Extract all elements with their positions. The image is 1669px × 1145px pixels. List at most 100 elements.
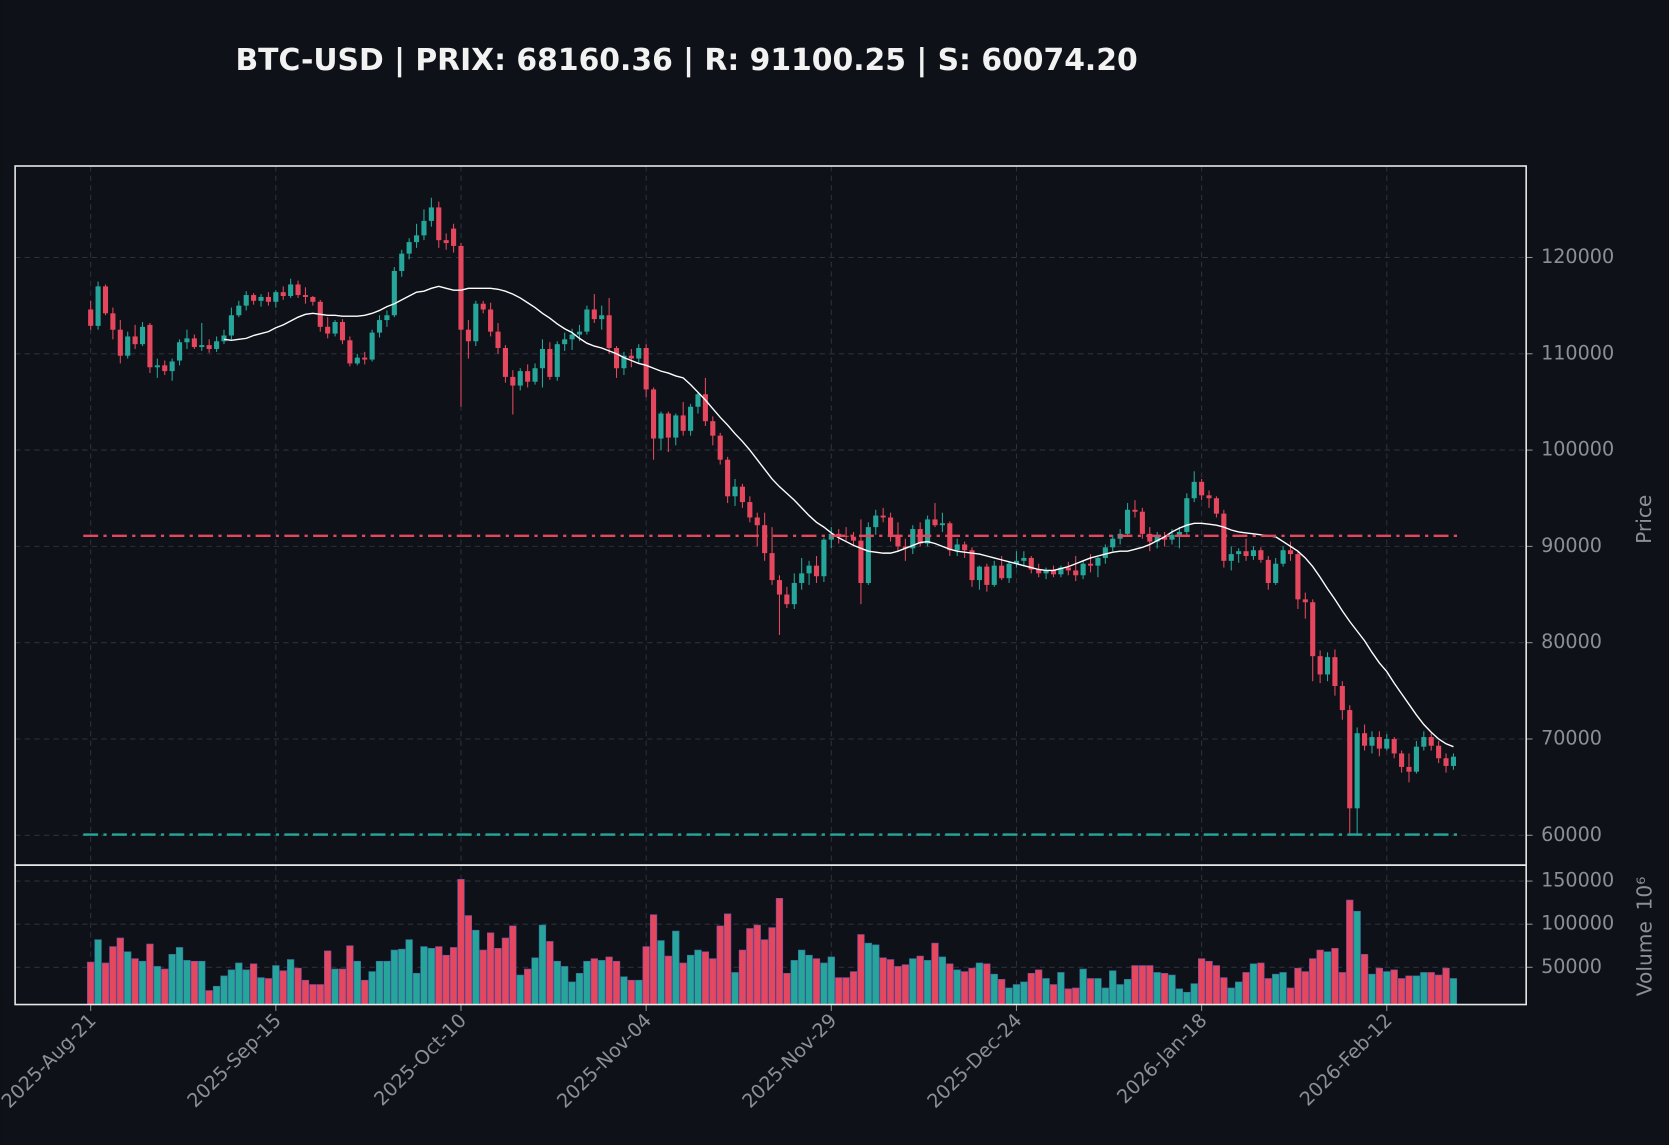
candle-body [1073, 570, 1079, 576]
volume-bar [1405, 975, 1413, 1005]
volume-bar [1027, 973, 1035, 1005]
volume-bar [1064, 988, 1072, 1005]
volume-bar [990, 973, 998, 1005]
candle-body [1125, 509, 1131, 534]
candle-body [428, 207, 434, 221]
candle-body [858, 540, 864, 583]
candle-body [406, 242, 412, 254]
volume-bar [798, 949, 806, 1005]
candle-body [925, 519, 931, 544]
volume-bar [94, 939, 102, 1005]
volume-bar [1101, 987, 1109, 1005]
candle-body [1376, 737, 1382, 749]
volume-bar [1220, 977, 1228, 1005]
volume-bar [731, 972, 739, 1005]
volume-bar [449, 947, 458, 1005]
candle-body [1339, 686, 1345, 711]
candle-body [302, 295, 309, 297]
candle-body [695, 394, 701, 407]
volume-bar [790, 960, 798, 1005]
candle-body [273, 292, 279, 302]
volume-bar [1294, 967, 1302, 1005]
volume-bar [827, 956, 835, 1005]
volume-bar [227, 969, 236, 1005]
volume-bar [775, 898, 784, 1005]
volume-bar [1190, 983, 1198, 1005]
volume-bar [375, 960, 384, 1005]
candle-body [139, 326, 146, 345]
volume-bar [1257, 962, 1265, 1005]
candle-body [347, 340, 353, 364]
candle-body [1280, 550, 1286, 564]
chart-title: BTC-USD | PRIX: 68160.36 | R: 91100.25 |… [235, 43, 1137, 78]
volume-bar [1316, 949, 1324, 1005]
candle-body [339, 322, 346, 341]
volume-bar [138, 960, 147, 1005]
candle-body [873, 515, 879, 528]
candle-body [473, 303, 479, 342]
candle-body [1043, 570, 1049, 574]
volume-bar [361, 979, 369, 1005]
volume-bar [938, 956, 947, 1005]
volume-bar [1035, 969, 1043, 1005]
volume-bar [923, 960, 932, 1005]
volume-bar [746, 928, 754, 1005]
volume-bar [1131, 965, 1139, 1005]
volume-bar [257, 977, 265, 1005]
volume-bar [1338, 972, 1346, 1005]
candle-body [310, 296, 316, 302]
candle-body [865, 527, 871, 583]
candle-body [258, 296, 264, 301]
volume-bar [346, 945, 354, 1005]
candle-body [665, 413, 671, 438]
candle-body [902, 546, 908, 549]
candle-body [1243, 551, 1249, 557]
y-tick-label: 110000 [1541, 341, 1614, 364]
volume-bar [161, 968, 169, 1005]
candle-body [643, 348, 649, 390]
volume-bar [212, 985, 221, 1005]
candle-body [1199, 481, 1205, 496]
candle-body [621, 355, 627, 369]
candle-body [1310, 602, 1316, 657]
volume-bar [998, 979, 1006, 1005]
volume-bar [146, 943, 154, 1005]
volume-bar [1264, 978, 1272, 1005]
candle-body [147, 324, 153, 368]
y-tick-label: 100000 [1541, 912, 1614, 935]
candle-body [413, 235, 420, 243]
volume-bar [1123, 979, 1132, 1005]
volume-bar [627, 979, 635, 1005]
candle-body [1102, 547, 1108, 558]
volume-bar [909, 958, 917, 1005]
volume-bar [287, 959, 295, 1005]
volume-bar [109, 946, 117, 1005]
candle-body [1317, 656, 1323, 675]
volume-bar [479, 949, 487, 1005]
volume-bar [1086, 978, 1095, 1005]
candle-body [191, 338, 197, 348]
candle-body [910, 529, 916, 549]
volume-bar [457, 879, 465, 1005]
volume-bar [835, 977, 843, 1005]
volume-bar [983, 963, 991, 1005]
candle-body [710, 421, 716, 436]
volume-bar [524, 968, 532, 1005]
volume-bar [338, 968, 347, 1005]
volume-bar [1331, 948, 1339, 1005]
volume-bar [1449, 978, 1458, 1005]
volume-bar [1072, 987, 1080, 1005]
volume-bar [886, 959, 895, 1005]
volume-bar [464, 915, 473, 1005]
candle-body [1050, 570, 1057, 575]
volume-bar [279, 970, 287, 1005]
candle-body [747, 502, 753, 518]
volume-bar [412, 973, 421, 1005]
volume-bar [198, 960, 206, 1005]
volume-bar [272, 965, 280, 1005]
volume-bar [1301, 971, 1309, 1005]
candle-body [1443, 758, 1449, 766]
volume-bar [812, 958, 821, 1005]
candle-body [895, 534, 901, 547]
